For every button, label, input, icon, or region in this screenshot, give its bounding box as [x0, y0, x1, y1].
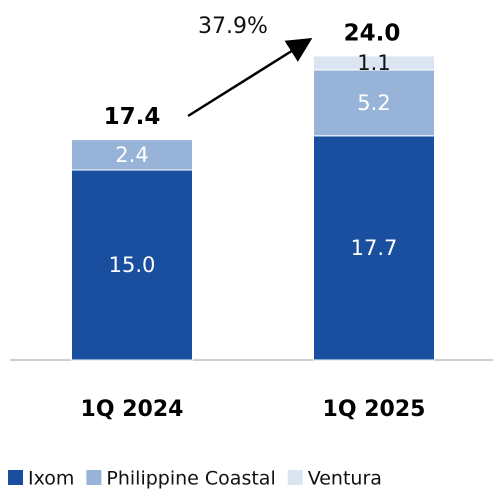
bar-segment	[313, 55, 435, 71]
x-tick-label: 1Q 2025	[323, 397, 426, 422]
legend-label: Philippine Coastal	[106, 468, 275, 490]
growth-arrow	[187, 38, 313, 118]
value-label: 2.4	[115, 143, 148, 167]
value-label: 1.1	[357, 51, 390, 75]
legend-swatch	[287, 470, 303, 485]
bar-segment	[71, 169, 193, 361]
total-label: 17.4	[104, 104, 161, 130]
legend-label: Ixom	[28, 468, 74, 490]
bar-segment	[313, 69, 435, 137]
growth-annotation: 37.9%	[198, 14, 268, 39]
value-label: 17.7	[351, 236, 398, 260]
total-label: 24.0	[344, 21, 401, 47]
value-label: 15.0	[109, 253, 156, 277]
legend-swatch	[8, 470, 23, 485]
legend-label: Ventura	[308, 468, 382, 490]
bar-segment	[71, 139, 193, 171]
x-tick-label: 1Q 2024	[81, 397, 184, 422]
value-label: 5.2	[357, 91, 390, 115]
bar-segment	[313, 135, 435, 361]
legend-swatch	[86, 470, 102, 485]
